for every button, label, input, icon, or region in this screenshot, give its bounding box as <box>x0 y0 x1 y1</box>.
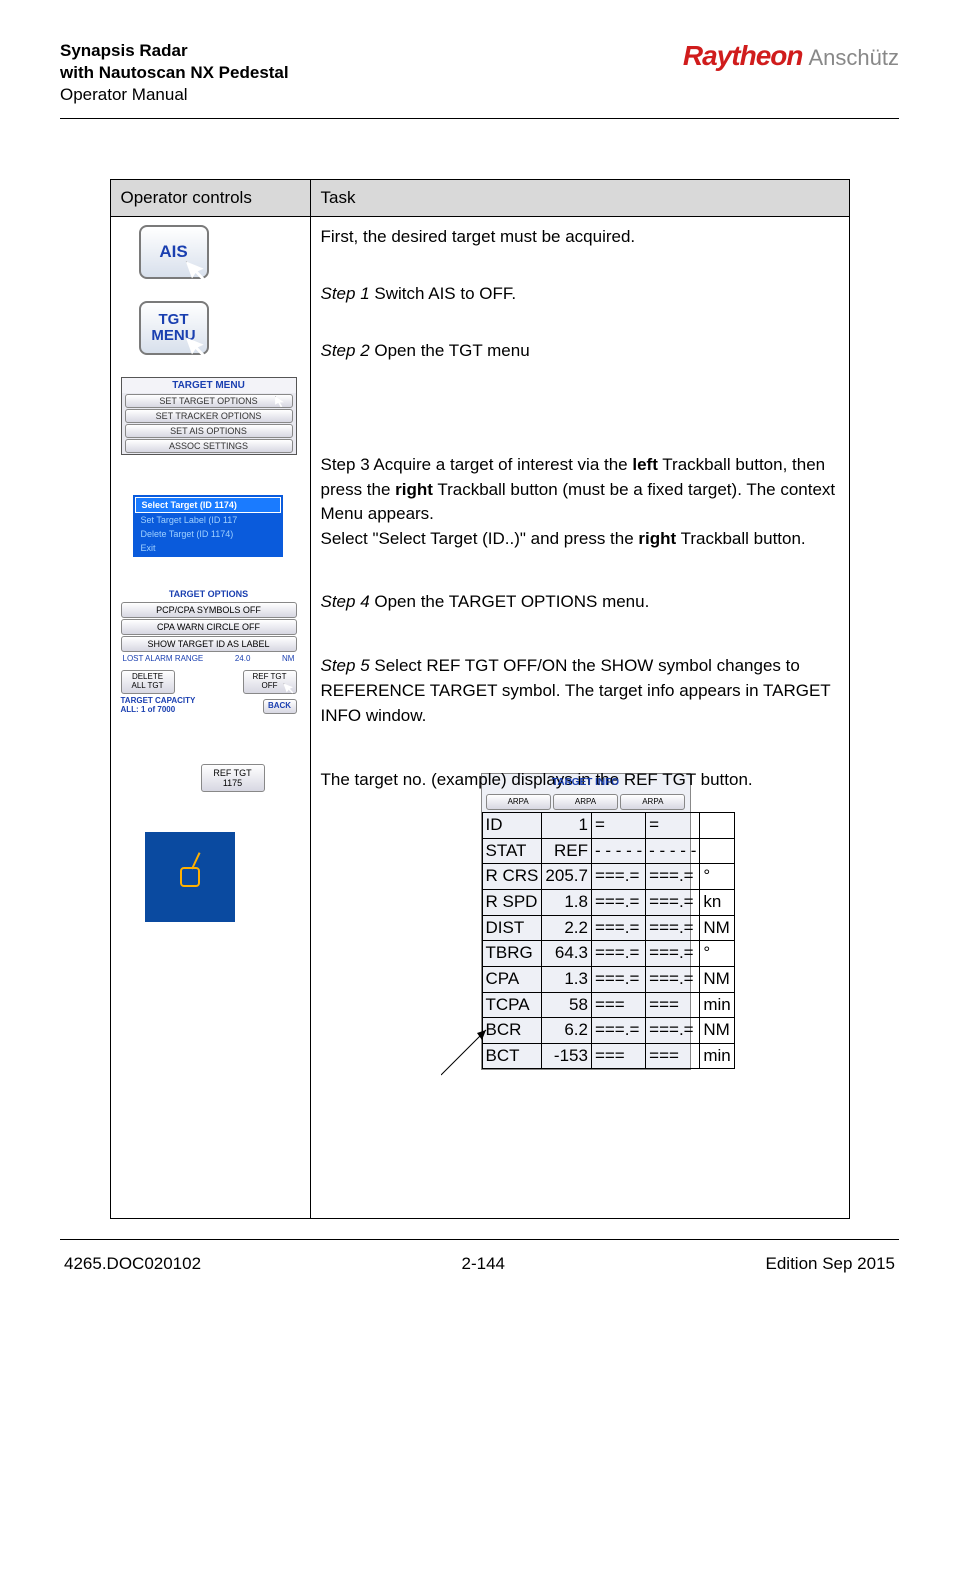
step-4-text: Open the TARGET OPTIONS menu. <box>370 592 650 611</box>
ctx-delete-target[interactable]: Delete Target (ID 1174) <box>135 527 281 541</box>
step-2: Step 2 Open the TGT menu <box>321 339 839 364</box>
ctx-exit[interactable]: Exit <box>135 541 281 555</box>
cursor-icon <box>282 679 300 697</box>
ti-tab-1[interactable]: ARPA <box>486 794 551 810</box>
title-line-3: Operator Manual <box>60 84 289 106</box>
menu-item-set-target-options[interactable]: SET TARGET OPTIONS <box>125 394 293 408</box>
ais-label: AIS <box>159 242 187 262</box>
target-options-panel: TARGET OPTIONS PCP/CPA SYMBOLS OFF CPA W… <box>121 587 297 714</box>
ais-button[interactable]: AIS <box>139 225 209 279</box>
target-info-tabs: ARPA ARPA ARPA <box>482 792 690 812</box>
footer-edition: Edition Sep 2015 <box>766 1254 896 1274</box>
step-3: Step 3 Acquire a target of interest via … <box>321 453 839 552</box>
step-3-part5: Trackball button. <box>676 529 805 548</box>
step-5-text: Select REF TGT OFF/ON the SHOW symbol ch… <box>321 656 831 724</box>
reference-target-icon <box>180 867 200 887</box>
header-title-block: Synapsis Radar with Nautoscan NX Pedesta… <box>60 40 289 106</box>
step-1-text: Switch AIS to OFF. <box>370 284 516 303</box>
target-info-panel: TARGET INFO ARPA ARPA ARPA ID1==STATREF-… <box>481 773 691 1071</box>
step-1: Step 1 Switch AIS to OFF. <box>321 282 839 307</box>
step-4-label: Step 4 <box>321 592 370 611</box>
target-menu-title: TARGET MENU <box>122 378 296 393</box>
procedure-table: Operator controls Task AIS TGTMENU <box>110 179 850 1219</box>
title-line-1: Synapsis Radar <box>60 40 289 62</box>
brand-block: Raytheon Anschütz <box>683 40 899 72</box>
step-3-part1: Step 3 Acquire a target of interest via … <box>321 455 633 474</box>
col-header-controls: Operator controls <box>110 180 310 217</box>
step-2-text: Open the TGT menu <box>370 341 530 360</box>
step-4: Step 4 Open the TARGET OPTIONS menu. <box>321 590 839 615</box>
ti-tab-2[interactable]: ARPA <box>553 794 618 810</box>
target-info-grid: ID1==STATREF- - - - -- - - - -R CRS205.7… <box>482 812 735 1069</box>
ais-button-mock: AIS <box>121 225 300 279</box>
back-button[interactable]: BACK <box>263 699 297 714</box>
title-line-2: with Nautoscan NX Pedestal <box>60 62 289 84</box>
col-header-task: Task <box>310 180 849 217</box>
target-menu-panel: TARGET MENU SET TARGET OPTIONS SET TRACK… <box>121 377 297 455</box>
page-header: Synapsis Radar with Nautoscan NX Pedesta… <box>60 40 899 106</box>
footer-doc-id: 4265.DOC020102 <box>64 1254 201 1274</box>
ref-tgt-off-button[interactable]: REF TGTOFF <box>243 670 297 694</box>
menu-item-set-ais-options[interactable]: SET AIS OPTIONS <box>125 424 293 438</box>
opts-bottom-row: DELETEALL TGT REF TGTOFF <box>121 670 297 694</box>
radar-ppi-mock <box>145 832 235 922</box>
page-footer: 4265.DOC020102 2-144 Edition Sep 2015 <box>60 1254 899 1274</box>
capacity-row: TARGET CAPACITY ALL: 1 of 7000 BACK <box>121 696 297 714</box>
target-options-title: TARGET OPTIONS <box>121 587 297 601</box>
cursor-icon <box>183 254 216 287</box>
arrow-icon <box>441 1020 501 1080</box>
opt-pcp-cpa[interactable]: PCP/CPA SYMBOLS OFF <box>121 602 297 618</box>
menu-item-set-tracker-options[interactable]: SET TRACKER OPTIONS <box>125 409 293 423</box>
tgt-menu-button[interactable]: TGTMENU <box>139 301 209 355</box>
tgt-menu-button-mock: TGTMENU <box>121 301 300 355</box>
ti-tab-3[interactable]: ARPA <box>620 794 685 810</box>
step-5: Step 5 Select REF TGT OFF/ON the SHOW sy… <box>321 654 839 728</box>
brand-anschutz: Anschütz <box>809 45 900 71</box>
capacity-label: TARGET CAPACITY <box>121 696 196 705</box>
brand-raytheon: Raytheon <box>683 40 803 72</box>
step-5-label: Step 5 <box>321 656 370 675</box>
ctx-set-label[interactable]: Set Target Label (ID 117 <box>135 513 281 527</box>
capacity-value: ALL: 1 of 7000 <box>121 705 196 714</box>
controls-cell: AIS TGTMENU TARGET MENU SET TARGET OPTIO… <box>110 217 310 1219</box>
footer-page-num: 2-144 <box>462 1254 505 1274</box>
step-3-left: left <box>632 455 658 474</box>
lost-alarm-row: LOST ALARM RANGE 24.0 NM <box>121 653 297 664</box>
step-1-label: Step 1 <box>321 284 370 303</box>
step-3-right1: right <box>395 480 433 499</box>
task-cell: First, the desired target must be acquir… <box>310 217 849 1219</box>
opt-cpa-warn[interactable]: CPA WARN CIRCLE OFF <box>121 619 297 635</box>
top-rule <box>60 118 899 119</box>
opt-show-id[interactable]: SHOW TARGET ID AS LABEL <box>121 636 297 652</box>
ctx-select-target[interactable]: Select Target (ID 1174) <box>135 497 281 513</box>
task-intro: First, the desired target must be acquir… <box>321 225 839 250</box>
lost-alarm-value: 24.0 <box>235 654 251 663</box>
menu-item-assoc-settings[interactable]: ASSOC SETTINGS <box>125 439 293 453</box>
lost-alarm-unit: NM <box>282 654 294 663</box>
bottom-rule <box>60 1239 899 1240</box>
lost-alarm-label: LOST ALARM RANGE <box>123 654 204 663</box>
delete-all-tgt-button[interactable]: DELETEALL TGT <box>121 670 175 694</box>
step-2-label: Step 2 <box>321 341 370 360</box>
context-menu: Select Target (ID 1174) Set Target Label… <box>133 495 283 557</box>
step-3-right2: right <box>638 529 676 548</box>
step-3-part4: Select "Select Target (ID..)" and press … <box>321 529 639 548</box>
ref-tgt-display-button[interactable]: REF TGT1175 <box>201 764 265 792</box>
